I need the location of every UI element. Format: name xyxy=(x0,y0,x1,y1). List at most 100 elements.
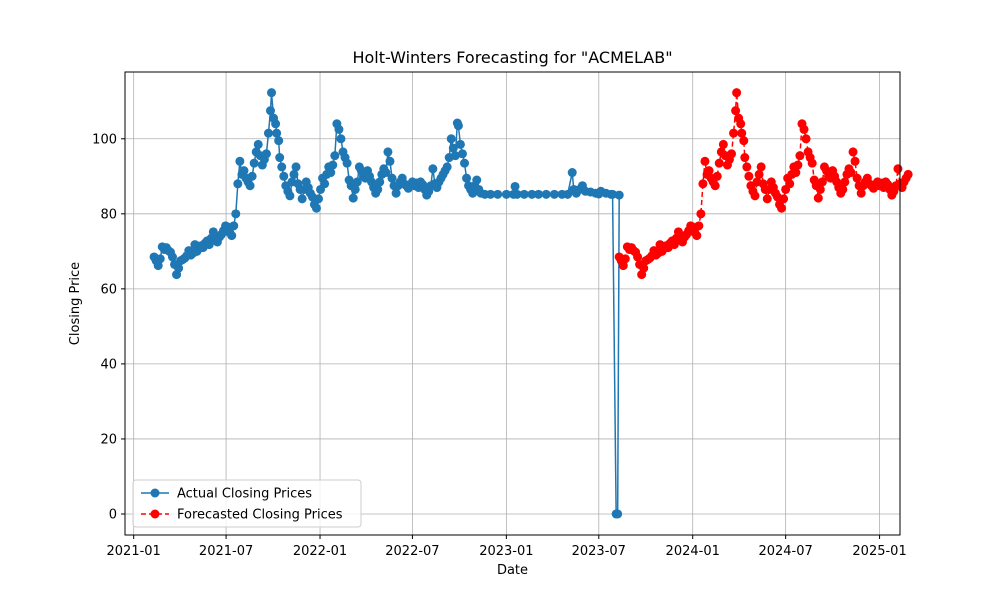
data-point xyxy=(263,128,273,138)
data-point xyxy=(710,181,720,191)
data-point xyxy=(549,189,559,199)
data-point xyxy=(311,203,321,213)
data-point xyxy=(801,134,811,144)
legend-marker-forecast xyxy=(150,509,160,519)
data-point xyxy=(692,231,702,241)
x-tick-label: 2022-01 xyxy=(293,544,347,559)
data-point xyxy=(848,147,858,157)
data-point xyxy=(336,134,346,144)
data-point xyxy=(815,184,825,194)
y-axis-label: Closing Price xyxy=(68,262,83,345)
data-point xyxy=(534,189,544,199)
data-point xyxy=(229,221,239,231)
data-point xyxy=(510,181,520,191)
data-point xyxy=(261,149,271,159)
data-point xyxy=(155,254,165,264)
data-point xyxy=(352,177,362,187)
data-point xyxy=(779,194,789,204)
data-point xyxy=(712,171,722,181)
data-point xyxy=(231,209,241,219)
data-point xyxy=(744,171,754,181)
data-point xyxy=(698,179,708,189)
y-tick-label: 100 xyxy=(92,132,117,147)
data-point xyxy=(208,227,218,237)
data-point xyxy=(519,189,529,199)
y-tick-label: 40 xyxy=(100,357,117,372)
data-point xyxy=(330,151,340,161)
data-point xyxy=(245,181,255,191)
data-point xyxy=(455,139,465,149)
data-point xyxy=(850,156,860,166)
data-point xyxy=(285,191,295,201)
x-tick-label: 2024-07 xyxy=(758,544,812,559)
data-point xyxy=(167,252,177,262)
data-point xyxy=(613,509,623,519)
data-point xyxy=(266,106,275,116)
x-tick-label: 2023-01 xyxy=(479,544,533,559)
data-point xyxy=(385,156,395,166)
data-point xyxy=(608,189,618,199)
data-point xyxy=(527,189,537,199)
x-tick-label: 2021-01 xyxy=(107,544,161,559)
data-point xyxy=(750,191,760,201)
data-point xyxy=(512,189,522,199)
data-point xyxy=(673,227,683,237)
data-point xyxy=(267,88,277,98)
data-point xyxy=(453,121,463,131)
grid xyxy=(125,72,900,535)
data-point xyxy=(387,173,397,183)
data-point xyxy=(462,173,472,183)
plot-series xyxy=(149,88,913,519)
x-tick-label: 2025-01 xyxy=(852,544,906,559)
data-point xyxy=(639,263,649,273)
data-point xyxy=(501,189,511,199)
data-point xyxy=(446,134,456,144)
data-point xyxy=(694,221,704,231)
data-point xyxy=(700,156,710,166)
data-point xyxy=(762,194,772,204)
data-point xyxy=(739,136,749,146)
y-tick-label: 60 xyxy=(100,282,117,297)
data-point xyxy=(893,164,903,174)
data-point xyxy=(233,179,243,189)
data-point xyxy=(247,171,257,181)
data-point xyxy=(442,162,452,172)
data-point xyxy=(754,169,764,179)
data-point xyxy=(714,158,724,168)
data-point xyxy=(799,124,809,134)
legend-entry-actual: Actual Closing Prices xyxy=(177,487,312,502)
chart-title: Holt-Winters Forecasting for "ACMELAB" xyxy=(352,48,672,67)
data-point xyxy=(227,231,237,241)
data-point xyxy=(840,177,850,187)
data-point xyxy=(383,147,393,157)
plot-frame xyxy=(124,71,901,536)
data-point xyxy=(373,184,383,194)
data-point xyxy=(856,188,866,198)
data-point xyxy=(239,166,249,176)
legend-marker-actual xyxy=(150,488,160,498)
legend-entry-forecast: Forecasted Closing Prices xyxy=(177,508,343,523)
data-point xyxy=(807,158,817,168)
data-point xyxy=(614,190,624,200)
data-point xyxy=(381,168,391,178)
data-point xyxy=(541,189,551,199)
x-tick-label: 2022-07 xyxy=(385,544,439,559)
data-point xyxy=(348,193,358,203)
data-point xyxy=(777,203,787,213)
data-point xyxy=(838,184,848,194)
data-point xyxy=(472,175,482,185)
data-point xyxy=(791,168,801,178)
data-point xyxy=(731,106,741,116)
data-point xyxy=(793,160,803,170)
data-point xyxy=(253,139,263,149)
data-point xyxy=(486,189,496,199)
data-point xyxy=(235,156,245,166)
data-point xyxy=(271,119,281,129)
x-tick-label: 2023-07 xyxy=(572,544,626,559)
data-point xyxy=(391,188,401,198)
data-point xyxy=(727,149,737,159)
data-point xyxy=(718,139,728,149)
data-point xyxy=(736,119,746,129)
y-tick-label: 0 xyxy=(109,507,117,522)
data-point xyxy=(375,177,385,187)
